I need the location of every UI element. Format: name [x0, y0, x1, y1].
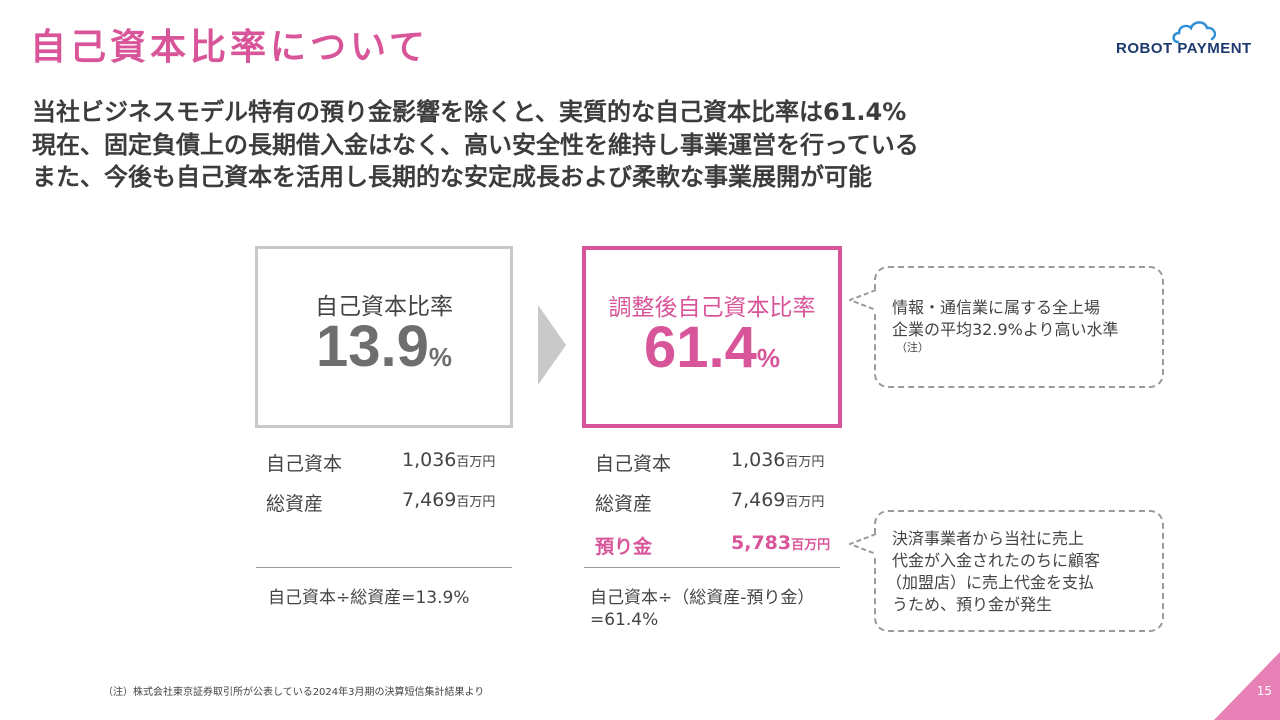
- right-row-label-equity: 自己資本: [595, 453, 672, 475]
- page-number: 15: [1256, 684, 1272, 698]
- adjusted-equity-ratio-number: 61.4: [643, 315, 757, 380]
- right-row-unit-equity: 百万円: [785, 455, 825, 470]
- right-divider: [584, 567, 840, 568]
- callout-pointer-bottom: [849, 533, 877, 555]
- right-row-number-assets: 7,469: [731, 489, 786, 511]
- company-logo: ROBOT PAYMENT: [1116, 18, 1258, 62]
- right-formula-line-1: 自己資本÷（総資産-預り金）: [590, 588, 815, 608]
- cloud-icon: [1172, 21, 1217, 44]
- adjusted-equity-ratio-label: 調整後自己資本比率: [608, 295, 816, 321]
- logo-word-payment: PAYMENT: [1177, 40, 1252, 57]
- adjusted-equity-ratio-box: 調整後自己資本比率 61.4%: [582, 246, 842, 428]
- footnote: （注）株式会社東京証券取引所が公表している2024年3月期の決算短信集計結果より: [103, 687, 485, 698]
- callout-bottom-line-2: 代金が入金されたのちに顧客: [892, 551, 1101, 570]
- equity-ratio-value: 13.9%: [258, 313, 510, 380]
- logo-word-robot: ROBOT: [1116, 40, 1173, 57]
- left-row-value-assets: 7,469百万円: [402, 489, 495, 511]
- callout-top-note: （注）: [896, 341, 929, 354]
- page-title: 自己資本比率について: [30, 27, 429, 68]
- chevron-right-icon: [538, 305, 566, 385]
- callout-pointer-top: [849, 289, 877, 311]
- equity-ratio-unit: %: [428, 342, 452, 372]
- adjusted-equity-ratio-unit: %: [756, 343, 780, 373]
- callout-bottom-line-4: うため、預り金が発生: [892, 595, 1053, 614]
- equity-ratio-label: 自己資本比率: [315, 294, 453, 320]
- lead-line-1: 当社ビジネスモデル特有の預り金影響を除くと、実質的な自己資本比率は61.4%: [32, 98, 907, 126]
- right-row-label-assets: 総資産: [595, 493, 653, 515]
- right-row-label-deposits: 預り金: [595, 536, 653, 558]
- left-row-unit-assets: 百万円: [456, 495, 496, 510]
- right-row-number-equity: 1,036: [731, 449, 786, 471]
- lead-line-2: 現在、固定負債上の長期借入金はなく、高い安全性を維持し事業運営を行っている: [32, 131, 919, 159]
- right-formula-line-2: =61.4%: [590, 610, 659, 630]
- deposit-explanation-callout: [874, 510, 1164, 632]
- industry-comparison-callout: [874, 266, 1164, 388]
- right-row-unit-deposits: 百万円: [791, 538, 831, 553]
- callout-top-line-1: 情報・通信業に属する全上場: [892, 298, 1101, 317]
- right-row-value-equity: 1,036百万円: [731, 449, 824, 471]
- page-corner-triangle: [1214, 652, 1280, 720]
- left-row-unit-equity: 百万円: [456, 455, 496, 470]
- right-row-unit-assets: 百万円: [785, 495, 825, 510]
- left-row-label-equity: 自己資本: [266, 453, 343, 475]
- left-row-number-assets: 7,469: [402, 489, 457, 511]
- left-row-value-equity: 1,036百万円: [402, 449, 495, 471]
- logo-wordmark: ROBOT PAYMENT: [1116, 40, 1252, 57]
- right-row-number-deposits: 5,783: [731, 532, 792, 554]
- equity-ratio-box: 自己資本比率 13.9%: [255, 246, 513, 428]
- left-divider: [256, 567, 512, 568]
- callout-top-line-2: 企業の平均32.9%より高い水準: [892, 320, 1119, 339]
- left-row-number-equity: 1,036: [402, 449, 457, 471]
- lead-line-3: また、今後も自己資本を活用し長期的な安定成長および柔軟な事業展開が可能: [32, 163, 872, 191]
- left-formula: 自己資本÷総資産=13.9%: [268, 588, 470, 608]
- adjusted-equity-ratio-value: 61.4%: [586, 314, 838, 381]
- right-row-value-assets: 7,469百万円: [731, 489, 824, 511]
- callout-bottom-line-1: 決済事業者から当社に売上: [892, 529, 1085, 548]
- right-row-value-deposits: 5,783百万円: [731, 532, 830, 554]
- callout-bottom-line-3: （加盟店）に売上代金を支払: [886, 573, 1095, 592]
- equity-ratio-number: 13.9: [315, 314, 429, 379]
- left-row-label-assets: 総資産: [266, 493, 324, 515]
